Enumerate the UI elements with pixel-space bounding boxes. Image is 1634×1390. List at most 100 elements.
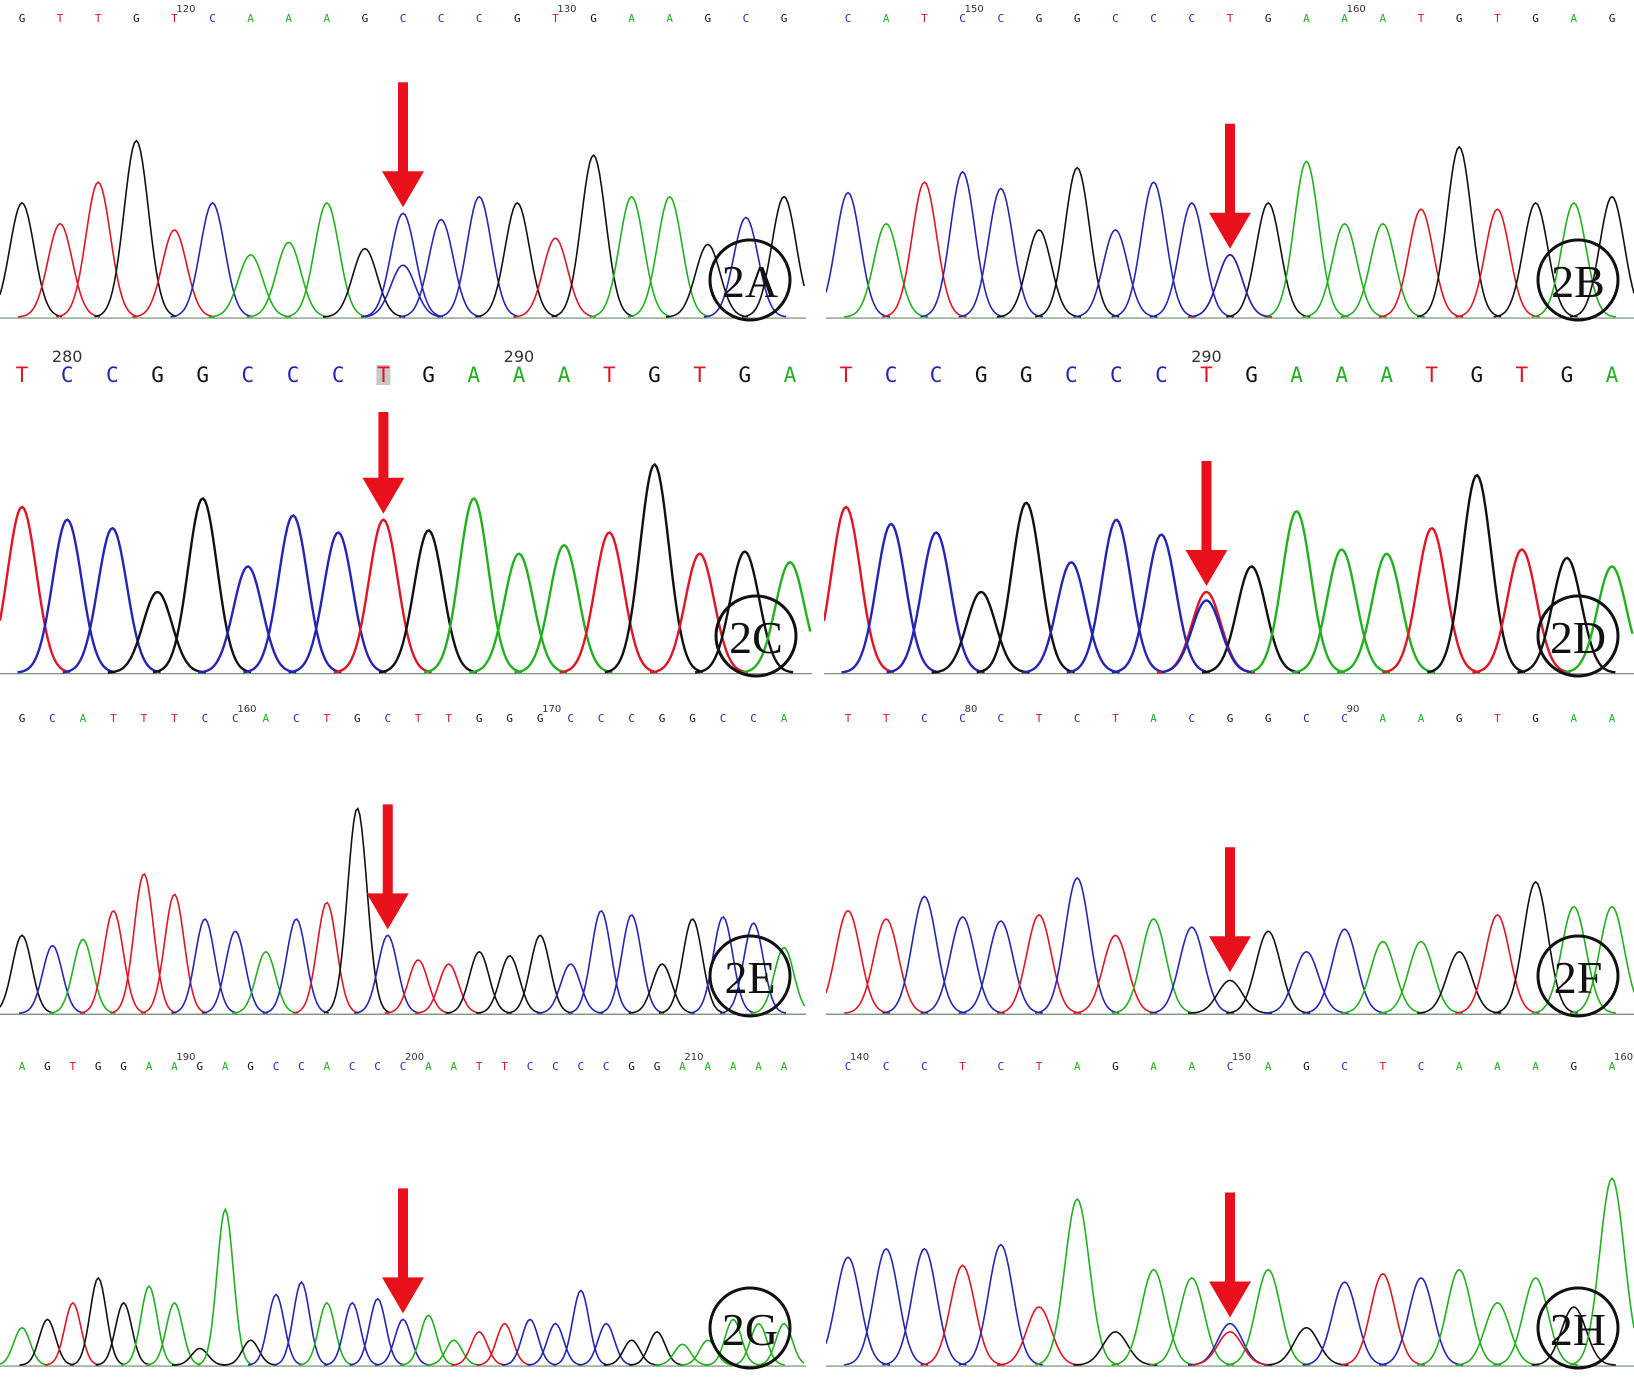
panel-label-circle [708, 934, 792, 1018]
peak-2 [44, 1301, 100, 1366]
base-call-5: A [146, 1060, 153, 1073]
peak-7 [1073, 1331, 1158, 1366]
chromatogram-panel-2f: T T C C C T C T A C G G C C A A G T G A A 80 90 2F [826, 700, 1634, 1028]
base-call-8: A [1150, 1060, 1157, 1073]
peak-2 [882, 895, 967, 1014]
panel-label: 2H [1550, 1304, 1606, 1355]
mutation-arrow [362, 412, 405, 514]
panel-label: 2B [1551, 256, 1605, 307]
peak-9 [322, 247, 406, 318]
peak-3 [107, 590, 206, 674]
base-call-3: G [133, 12, 140, 25]
peak-4 [95, 1301, 150, 1366]
mutation-arrow [366, 804, 409, 930]
base-call-14: A [1379, 712, 1386, 725]
position-label-0: 120 [176, 4, 195, 15]
base-call-6: A [247, 12, 254, 25]
base-call-3: G [151, 363, 164, 387]
peak-8 [1111, 181, 1196, 318]
peak-18 [1493, 880, 1578, 1014]
base-call-20: A [1609, 712, 1616, 725]
base-call-19: T [501, 1060, 508, 1073]
base-call-19: A [1570, 12, 1577, 25]
peak-2 [62, 526, 161, 674]
base-call-17: A [1606, 363, 1619, 387]
base-call-0: G [19, 12, 26, 25]
peak-19 [476, 1322, 531, 1366]
mutation-arrow [382, 1188, 424, 1314]
peak-22 [658, 918, 726, 1014]
position-label-1: 90 [1347, 704, 1360, 715]
peak-10 [423, 496, 523, 674]
base-call-11: G [1265, 12, 1272, 25]
base-call-15: G [590, 12, 597, 25]
base-call-5: C [209, 12, 216, 25]
peak-16 [1417, 1268, 1502, 1366]
chromatogram-svg: T T C C C T C T A C G G C C A A G T G A A 80 90 2F [826, 704, 1634, 1018]
position-label-0: 280 [52, 348, 83, 366]
peak-9 [1149, 926, 1234, 1014]
peak-19 [567, 909, 634, 1014]
peak-8 [1111, 917, 1196, 1014]
peak-5 [1021, 560, 1120, 674]
peak-9 [1201, 565, 1301, 674]
peak-0 [0, 201, 63, 318]
base-call-5: C [242, 363, 255, 387]
panel-label: 2A [722, 256, 778, 307]
peak-22 [552, 1289, 608, 1366]
peak-6 [1035, 1197, 1120, 1366]
base-call-12: G [1303, 1060, 1310, 1073]
peak-16 [476, 955, 543, 1014]
peak-15 [649, 552, 749, 674]
base-call-19: C [598, 712, 605, 725]
panel-label-circle [708, 1286, 792, 1370]
position-label-1: 170 [542, 704, 561, 715]
peak-27 [679, 1339, 734, 1366]
peak-14 [1340, 1272, 1425, 1366]
peak-4 [958, 1243, 1043, 1366]
peak-13 [1382, 526, 1481, 674]
peak-18 [537, 963, 604, 1014]
base-call-2: C [921, 1060, 928, 1073]
peak-7 [201, 930, 268, 1014]
peak-11 [1226, 201, 1311, 318]
base-call-20: C [527, 1060, 534, 1073]
base-call-22: C [577, 1060, 584, 1073]
base-call-17: T [1494, 12, 1501, 25]
base-call-14: G [1470, 363, 1483, 387]
base-call-26: A [679, 1060, 686, 1073]
position-label-2: 210 [684, 1052, 703, 1063]
base-call-16: A [425, 1060, 432, 1073]
peak-14 [1340, 940, 1425, 1014]
peak-10 [1187, 253, 1273, 318]
base-call-28: A [730, 1060, 737, 1073]
base-call-7: C [332, 363, 345, 387]
peak-30 [756, 1322, 805, 1366]
base-call-15: A [1418, 712, 1425, 725]
chromatogram-svg: G T T G T C A A A G C C C G T G A A G C G 120 130 2A [0, 4, 806, 322]
base-call-1: G [44, 1060, 51, 1073]
peak-6 [1035, 876, 1120, 1014]
peak-13 [324, 1301, 379, 1366]
peak-6 [243, 514, 342, 674]
base-call-17: A [666, 12, 673, 25]
base-call-7: G [196, 1060, 203, 1073]
base-call-23: C [720, 712, 727, 725]
peak-18 [1493, 201, 1578, 318]
base-call-8: A [1150, 712, 1157, 725]
position-label-1: 150 [1232, 1052, 1251, 1063]
base-call-11: A [513, 363, 526, 387]
peak-1 [844, 1247, 929, 1366]
peak-25 [629, 1331, 684, 1366]
peak-7 [1111, 533, 1210, 674]
base-call-10: G [1227, 712, 1234, 725]
peak-21 [527, 1322, 582, 1366]
base-call-18: A [1532, 1060, 1539, 1073]
base-call-16: G [1561, 363, 1574, 387]
peak-14 [604, 462, 704, 674]
base-call-8: A [222, 1060, 229, 1073]
base-call-12: A [1380, 363, 1393, 387]
base-call-15: C [400, 1060, 407, 1073]
peak-3 [920, 915, 1005, 1014]
